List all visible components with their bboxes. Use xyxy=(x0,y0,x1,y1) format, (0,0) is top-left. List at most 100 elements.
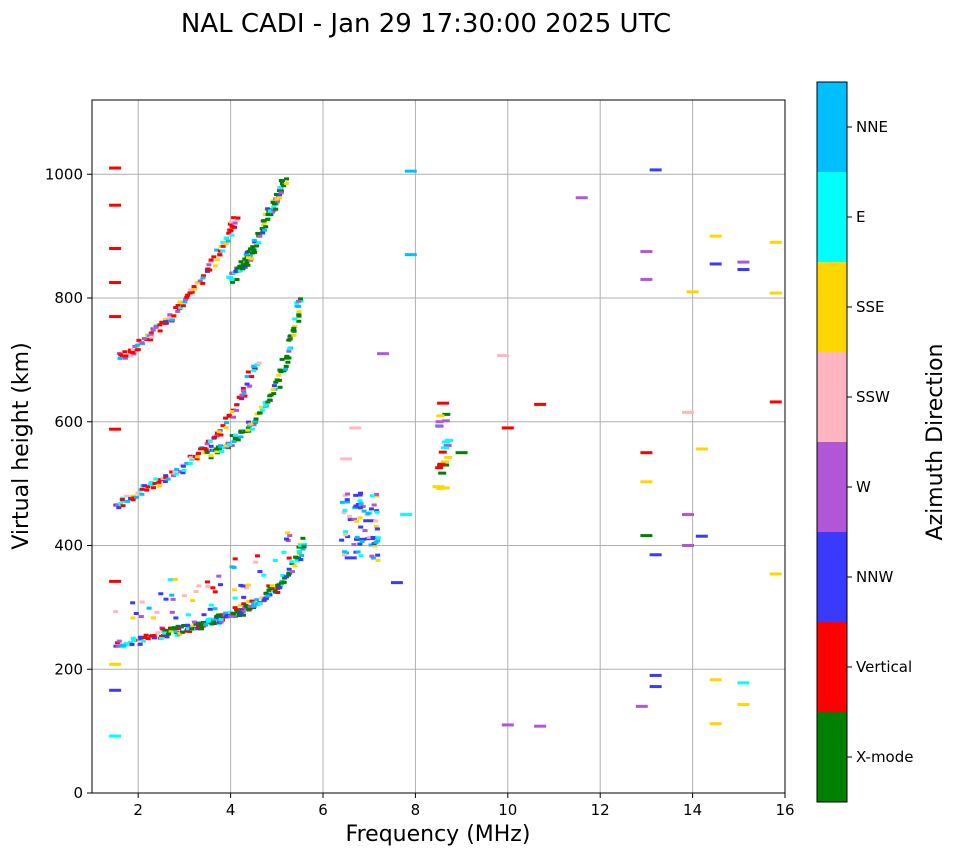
echo-cell xyxy=(244,259,250,263)
echo-cell xyxy=(208,454,214,458)
echo-cell xyxy=(275,590,281,594)
echo-cell xyxy=(226,414,232,418)
echo-point xyxy=(649,553,662,557)
echo-cell xyxy=(140,639,146,643)
echo-cell xyxy=(208,260,214,264)
echo-cell xyxy=(281,550,287,554)
echo-cell xyxy=(223,242,229,246)
echo-cell xyxy=(261,573,267,577)
echo-cell xyxy=(295,556,301,560)
echo-cell xyxy=(228,220,234,224)
echo-cell xyxy=(207,617,213,621)
echo-cell xyxy=(231,415,237,419)
echo-cell xyxy=(246,608,252,612)
echo-cell xyxy=(183,297,189,301)
echo-cell xyxy=(267,209,273,213)
echo-cell xyxy=(218,433,224,437)
echo-cell xyxy=(369,494,375,498)
echo-cell xyxy=(252,250,258,254)
echo-cell xyxy=(169,610,175,614)
echo-cell xyxy=(210,586,216,590)
echo-cell xyxy=(205,585,211,589)
echo-cell xyxy=(163,633,169,637)
x-tick-label: 10 xyxy=(498,801,517,819)
colorbar-label: SSE xyxy=(856,298,885,316)
echo-cell xyxy=(232,437,238,441)
echo-cell xyxy=(297,551,303,555)
echo-cell xyxy=(139,341,145,345)
echo-cell xyxy=(130,348,136,352)
colorbar-title: Azimuth Direction xyxy=(923,343,948,540)
echo-point xyxy=(635,704,648,708)
echo-cell xyxy=(208,603,214,607)
echo-cell xyxy=(245,263,251,267)
echo-cell xyxy=(341,511,347,515)
echo-cell xyxy=(149,335,155,339)
echo-cell xyxy=(217,583,223,587)
echo-point xyxy=(400,513,413,517)
echo-cell xyxy=(193,590,199,594)
echo-cell xyxy=(342,509,348,513)
echo-cell xyxy=(358,502,364,506)
echo-cell xyxy=(220,241,226,245)
colorbar-label: SSW xyxy=(856,388,890,406)
echo-cell xyxy=(189,457,195,461)
echo-cell xyxy=(232,557,238,561)
echo-cell xyxy=(195,455,201,459)
echo-cell xyxy=(168,629,174,633)
echo-cell xyxy=(119,355,125,359)
echo-cell xyxy=(370,535,376,539)
echo-cell xyxy=(345,535,351,539)
echo-cell xyxy=(278,370,284,374)
echo-cell xyxy=(253,417,259,421)
echo-cell xyxy=(145,485,151,489)
echo-cell xyxy=(232,221,238,225)
echo-cell xyxy=(259,596,265,600)
echo-point xyxy=(640,250,653,254)
echo-cell xyxy=(175,309,181,313)
echo-cell xyxy=(259,405,265,409)
echo-cell xyxy=(216,447,222,451)
echo-cell xyxy=(265,594,271,598)
echo-point xyxy=(681,544,694,547)
echo-cell xyxy=(443,444,452,448)
echo-cell xyxy=(286,356,292,360)
echo-point xyxy=(737,703,750,707)
echo-cell xyxy=(165,477,171,481)
echo-cell xyxy=(227,222,233,226)
echo-cell xyxy=(273,380,279,384)
x-tick-label: 16 xyxy=(775,801,794,819)
echo-cell xyxy=(223,421,229,425)
echo-cell xyxy=(212,264,218,268)
echo-cell xyxy=(292,564,298,568)
echo-cell xyxy=(437,462,446,466)
echo-cell xyxy=(251,369,257,373)
echo-cell xyxy=(271,205,277,209)
echo-cell xyxy=(260,231,266,235)
echo-cell xyxy=(240,610,246,614)
echo-cell xyxy=(231,216,237,220)
echo-cell xyxy=(135,343,141,347)
echo-cell xyxy=(271,202,277,206)
echo-cell xyxy=(181,468,187,472)
echo-cell xyxy=(229,410,235,414)
echo-cell xyxy=(181,624,187,628)
echo-cell xyxy=(298,297,304,301)
echo-cell xyxy=(286,556,292,560)
echo-cell xyxy=(247,604,253,608)
echo-cell xyxy=(228,614,234,618)
echo-cell xyxy=(229,277,235,281)
echo-cell xyxy=(276,193,282,197)
echo-cell xyxy=(173,472,179,476)
echo-cell xyxy=(224,613,230,617)
echo-cell xyxy=(116,639,122,643)
echo-cell xyxy=(169,593,175,597)
echo-cell xyxy=(300,536,306,540)
echo-cell xyxy=(284,354,290,358)
echo-cell xyxy=(289,560,295,564)
colorbar-swatch xyxy=(817,172,847,262)
echo-cell xyxy=(265,400,271,404)
echo-cell xyxy=(244,382,250,386)
echo-cell xyxy=(246,249,252,253)
x-tick-label: 6 xyxy=(318,801,328,819)
